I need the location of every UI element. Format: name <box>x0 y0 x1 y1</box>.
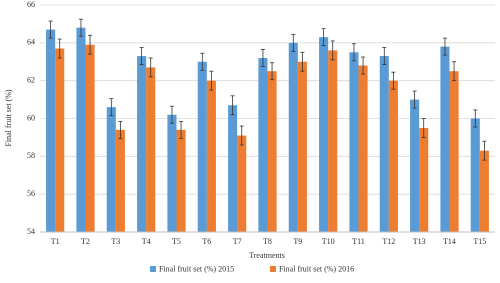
bar <box>470 118 480 232</box>
legend-swatch <box>270 266 276 272</box>
bar <box>358 65 368 233</box>
x-tick-label: T2 <box>81 237 90 246</box>
error-bar <box>330 40 335 61</box>
error-bar <box>452 61 457 82</box>
y-tick-label: 60 <box>27 113 35 122</box>
error-bar <box>57 38 62 59</box>
legend-label: Final fruit set (%) 2016 <box>279 264 354 273</box>
x-tick-label: T1 <box>51 237 60 246</box>
bar <box>449 71 459 232</box>
error-bar <box>139 47 144 65</box>
bar <box>137 56 147 233</box>
bar <box>388 80 398 233</box>
x-tick-label: T6 <box>202 237 211 246</box>
bar <box>167 114 177 232</box>
bar <box>106 107 116 232</box>
error-bar <box>391 71 396 90</box>
error-bar <box>118 120 123 139</box>
x-tick-label: T13 <box>413 237 426 246</box>
y-tick-label: 56 <box>27 189 35 198</box>
bar <box>237 135 247 232</box>
error-bar <box>200 52 205 71</box>
error-bar <box>109 98 114 117</box>
error-bar <box>291 33 296 52</box>
y-tick-label: 54 <box>27 227 35 236</box>
error-bar <box>321 28 326 47</box>
x-tick-label: T7 <box>233 237 242 246</box>
x-tick-label: T10 <box>322 237 335 246</box>
bar <box>176 129 186 232</box>
error-bar <box>48 20 53 39</box>
error-bar <box>148 57 153 78</box>
legend-swatch <box>150 266 156 272</box>
bar <box>115 129 125 232</box>
y-tick-label: 66 <box>27 0 35 9</box>
bar <box>258 57 268 232</box>
y-tick-label: 62 <box>27 75 35 84</box>
x-tick-label: T15 <box>473 237 486 246</box>
error-bar <box>230 95 235 116</box>
x-axis-title: Treatments <box>249 251 285 260</box>
error-bar <box>88 34 93 55</box>
y-tick-label: 58 <box>27 151 35 160</box>
bar <box>319 37 329 233</box>
x-tick-label: T12 <box>382 237 395 246</box>
error-bar <box>260 49 265 67</box>
error-bar <box>209 70 214 91</box>
bar <box>267 71 277 232</box>
y-tick-label: 64 <box>27 38 35 47</box>
error-bar <box>169 105 174 124</box>
bar <box>297 61 307 232</box>
error-bar <box>361 56 366 75</box>
bar <box>440 46 450 232</box>
error-bar <box>382 47 387 65</box>
bar <box>328 50 338 233</box>
bar <box>206 80 216 233</box>
x-tick-label: T3 <box>111 237 120 246</box>
x-tick-label: T9 <box>293 237 302 246</box>
bar <box>228 105 238 232</box>
bar <box>419 127 429 232</box>
error-bar <box>300 51 305 72</box>
bar <box>479 150 489 232</box>
error-bar <box>351 43 356 62</box>
error-bar <box>421 118 426 138</box>
bar <box>146 67 156 232</box>
error-bar <box>442 37 447 56</box>
bar <box>379 56 389 233</box>
error-bar <box>473 109 478 128</box>
bar <box>288 42 298 233</box>
y-axis-title: Final fruit set (%) <box>4 89 13 146</box>
error-bar <box>239 125 244 146</box>
error-bar <box>179 120 184 139</box>
bar <box>76 27 86 233</box>
error-bar <box>412 90 417 109</box>
x-tick-label: T14 <box>443 237 456 246</box>
bar <box>410 99 420 232</box>
bar <box>197 61 207 232</box>
bar <box>55 48 65 233</box>
bar <box>349 52 359 232</box>
error-bar <box>270 62 275 81</box>
legend-label: Final fruit set (%) 2015 <box>159 264 234 273</box>
x-tick-label: T11 <box>352 237 365 246</box>
error-bar <box>482 140 487 161</box>
x-tick-label: T4 <box>142 237 151 246</box>
bar <box>46 29 56 232</box>
error-bar <box>78 18 83 37</box>
x-tick-label: T5 <box>172 237 181 246</box>
x-tick-label: T8 <box>263 237 272 246</box>
bar <box>85 44 95 232</box>
